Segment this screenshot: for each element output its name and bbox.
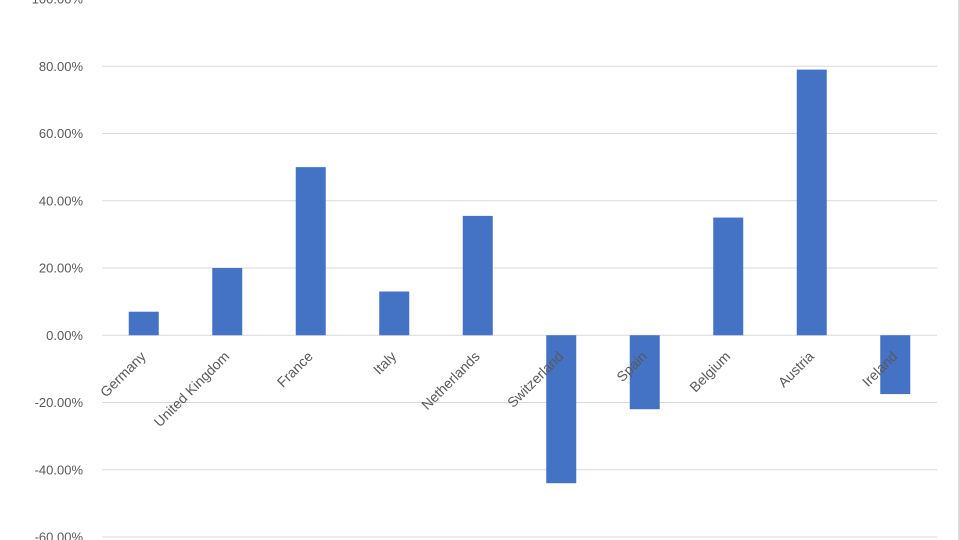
y-tick-label: -40.00%	[35, 462, 84, 477]
y-tick-label: -60.00%	[35, 530, 84, 540]
y-axis: 100.00% 80.00% 60.00% 40.00% 20.00% 0.00% -20.…	[32, 0, 84, 540]
x-tick-label: Belgium	[686, 348, 733, 395]
bar	[713, 217, 744, 336]
y-tick-label: 100.00%	[32, 0, 84, 7]
x-tick-label: United Kingdom	[151, 348, 233, 430]
bar	[379, 291, 410, 336]
y-tick-label: 80.00%	[39, 59, 84, 74]
chart-frame-edge	[958, 0, 960, 540]
bar	[880, 335, 911, 395]
x-tick-label: Austria	[775, 348, 817, 390]
bars	[128, 69, 911, 484]
bar	[796, 69, 827, 336]
x-tick-label: France	[274, 348, 316, 390]
x-tick-label: Netherlands	[418, 348, 483, 413]
bar	[212, 268, 243, 336]
x-axis: Germany United Kingdom France Italy Netherla…	[97, 348, 901, 430]
x-tick-label: Italy	[370, 348, 399, 377]
y-tick-label: 40.00%	[39, 193, 84, 208]
bar	[546, 335, 577, 484]
x-tick-label: Germany	[97, 348, 149, 400]
y-tick-label: -20.00%	[35, 395, 84, 410]
bar	[295, 167, 326, 336]
bar	[629, 335, 660, 410]
bar	[128, 311, 159, 336]
y-tick-label: 60.00%	[39, 126, 84, 141]
y-tick-label: 20.00%	[39, 261, 84, 276]
bar	[462, 215, 493, 336]
y-tick-label: 0.00%	[46, 328, 83, 343]
